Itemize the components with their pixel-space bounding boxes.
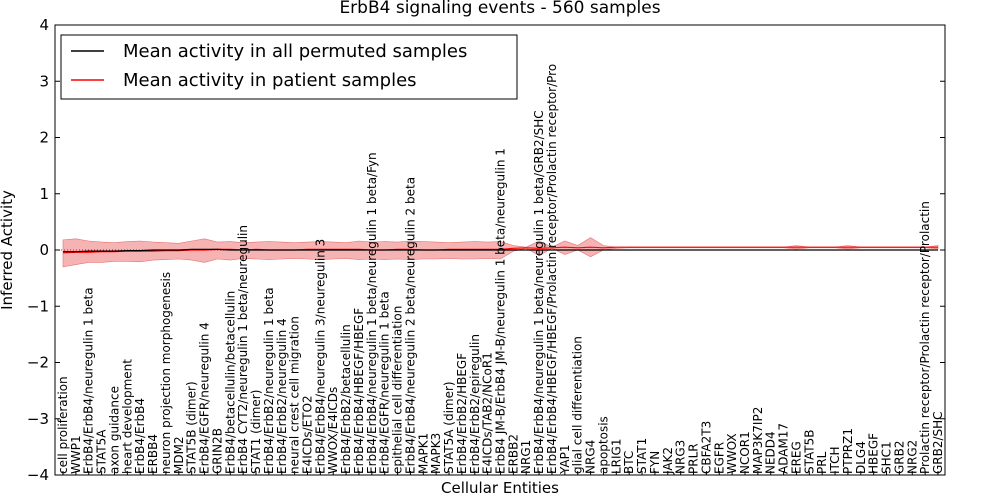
category-label: STAT5A (dimer) — [442, 381, 456, 474]
category-label: axon guidance — [108, 386, 122, 474]
y-tick-label: −4 — [27, 466, 49, 484]
category-label: MDM2 — [172, 436, 186, 474]
category-label: NCOR1 — [738, 431, 752, 474]
category-label: DLG4 — [854, 441, 868, 474]
y-tick-label: −1 — [27, 297, 49, 315]
plot-area — [55, 237, 945, 268]
category-label: ErbB4/ErbB2/neuregulin 4 — [275, 318, 289, 474]
category-label: JAK2 — [661, 447, 675, 475]
category-label: ErbB4/ErbB4/HBEGF/HBEGF — [352, 308, 366, 474]
category-label: ErbB4/EGFR/neuregulin 4 — [198, 322, 212, 474]
chart-title: ErbB4 signaling events - 560 samples — [339, 0, 660, 18]
y-tick-label: −3 — [27, 410, 49, 428]
category-label: cell proliferation — [56, 376, 70, 474]
category-label: ErbB4/EGFR/neuregulin 1 beta — [378, 291, 392, 474]
category-label: ErbB4 CYT2/neuregulin 1 beta/neuregulin — [236, 225, 250, 474]
category-label: STAT5B — [802, 430, 816, 475]
category-label: ErbB4 JM-B/ErbB4 JM-B/neuregulin 1 beta/… — [494, 148, 508, 474]
y-tick-label: 4 — [39, 16, 49, 34]
category-label: WWP1 — [69, 435, 83, 474]
legend-box — [60, 34, 518, 100]
legend-entry: Mean activity in patient samples — [123, 70, 417, 91]
category-label: apoptosis — [596, 416, 610, 474]
category-label: MAPK3 — [429, 433, 443, 474]
category-label: GRIN2B — [210, 428, 224, 474]
category-label: STAT1 (dimer) — [249, 390, 263, 474]
y-tick-label: −2 — [27, 354, 49, 372]
category-label: GRB2/SHC — [931, 411, 945, 474]
category-label: ErbB4/ErbB2/betacellulin — [339, 324, 353, 474]
category-label: WWOX — [725, 433, 739, 474]
category-label: ERBB2 — [506, 434, 520, 474]
category-label: BTC — [622, 451, 636, 474]
category-label: EGFR — [712, 442, 726, 474]
x-axis-label: Cellular Entities — [441, 479, 559, 497]
category-label: YAP1 — [558, 445, 572, 475]
category-label: PRLR — [687, 443, 701, 474]
category-label: MAPK1 — [416, 433, 430, 474]
category-label: ErbB4/betacellulin/betacellulin — [223, 291, 237, 474]
category-label: ErbB4/ErbB4/neuregulin 2 beta/neuregulin… — [403, 177, 417, 474]
category-label: NEDD4 — [764, 431, 778, 474]
category-label: ErbB4/ErbB2/epiregulin — [468, 334, 482, 474]
legend: Mean activity in all permuted samples Mea… — [60, 34, 518, 100]
category-label: ERBB4 — [146, 434, 160, 474]
category-label: ErbB4/ErbB4/neuregulin 1 beta/neuregulin… — [532, 110, 546, 474]
category-label: PRL — [815, 451, 829, 474]
category-label: WWOX/E4ICDs — [326, 387, 340, 474]
category-label: ITCH — [828, 446, 842, 474]
category-label: MAP3K7IP2 — [751, 407, 765, 474]
category-label: E4ICDs/ETO2 — [301, 395, 315, 474]
category-label: PTPRZ1 — [841, 428, 855, 474]
category-label: Prolactin receptor/Prolactin receptor/Pr… — [918, 201, 932, 474]
y-tick-label: 2 — [39, 129, 49, 147]
category-label: heart development — [120, 359, 134, 474]
category-label: HBEGF — [867, 433, 881, 474]
category-label: neural crest cell migration — [288, 316, 302, 474]
category-label: GRB2 — [892, 440, 906, 474]
category-label: epithelial cell differentiation — [391, 306, 405, 474]
y-tick-label: 0 — [39, 241, 49, 259]
category-label: ErbB4/ErbB4/neuregulin 1 beta/neuregulin… — [365, 152, 379, 474]
category-label: ErbB4/ErbB2/HBEGF — [455, 353, 469, 474]
category-label: NRG3 — [674, 440, 688, 474]
category-label: LRIG1 — [609, 439, 623, 475]
category-label: E4ICDs/TAB2/NCoR1 — [481, 352, 495, 474]
category-label: CBFA2T3 — [699, 421, 713, 474]
category-label: STAT5B (dimer) — [185, 381, 199, 474]
category-label: neuron projection morphogenesis — [159, 272, 173, 474]
category-label: ErbB4/ErbB4 — [133, 398, 147, 474]
category-label: NRG1 — [519, 440, 533, 474]
y-axis-label: Inferred Activity — [0, 190, 16, 310]
y-tick-label: 1 — [39, 185, 49, 203]
category-label: ADAM17 — [777, 423, 791, 474]
y-tick-label: 3 — [39, 72, 49, 90]
category-label: ErbB4/ErbB4/HBEGF/HBEGF/Prolactin recept… — [545, 64, 559, 474]
category-label: EREG — [790, 441, 804, 474]
category-label: STAT5A — [95, 429, 109, 474]
category-label: FYN — [648, 451, 662, 474]
category-label: ErbB4/ErbB4/neuregulin 1 beta — [82, 287, 96, 474]
category-label: glial cell differentiation — [571, 336, 585, 474]
category-label: ErbB4/ErbB2/neuregulin 1 beta — [262, 287, 276, 474]
legend-entry: Mean activity in all permuted samples — [123, 41, 467, 62]
category-label: ErbB4/ErbB4/neuregulin 3/neuregulin 3 — [313, 239, 327, 474]
category-label: STAT1 — [635, 438, 649, 474]
activity-band — [62, 237, 939, 268]
permuted-mean-line — [63, 248, 938, 253]
category-label: NRG2 — [905, 440, 919, 474]
category-label: NRG4 — [584, 440, 598, 474]
category-label: SHC1 — [880, 441, 894, 474]
